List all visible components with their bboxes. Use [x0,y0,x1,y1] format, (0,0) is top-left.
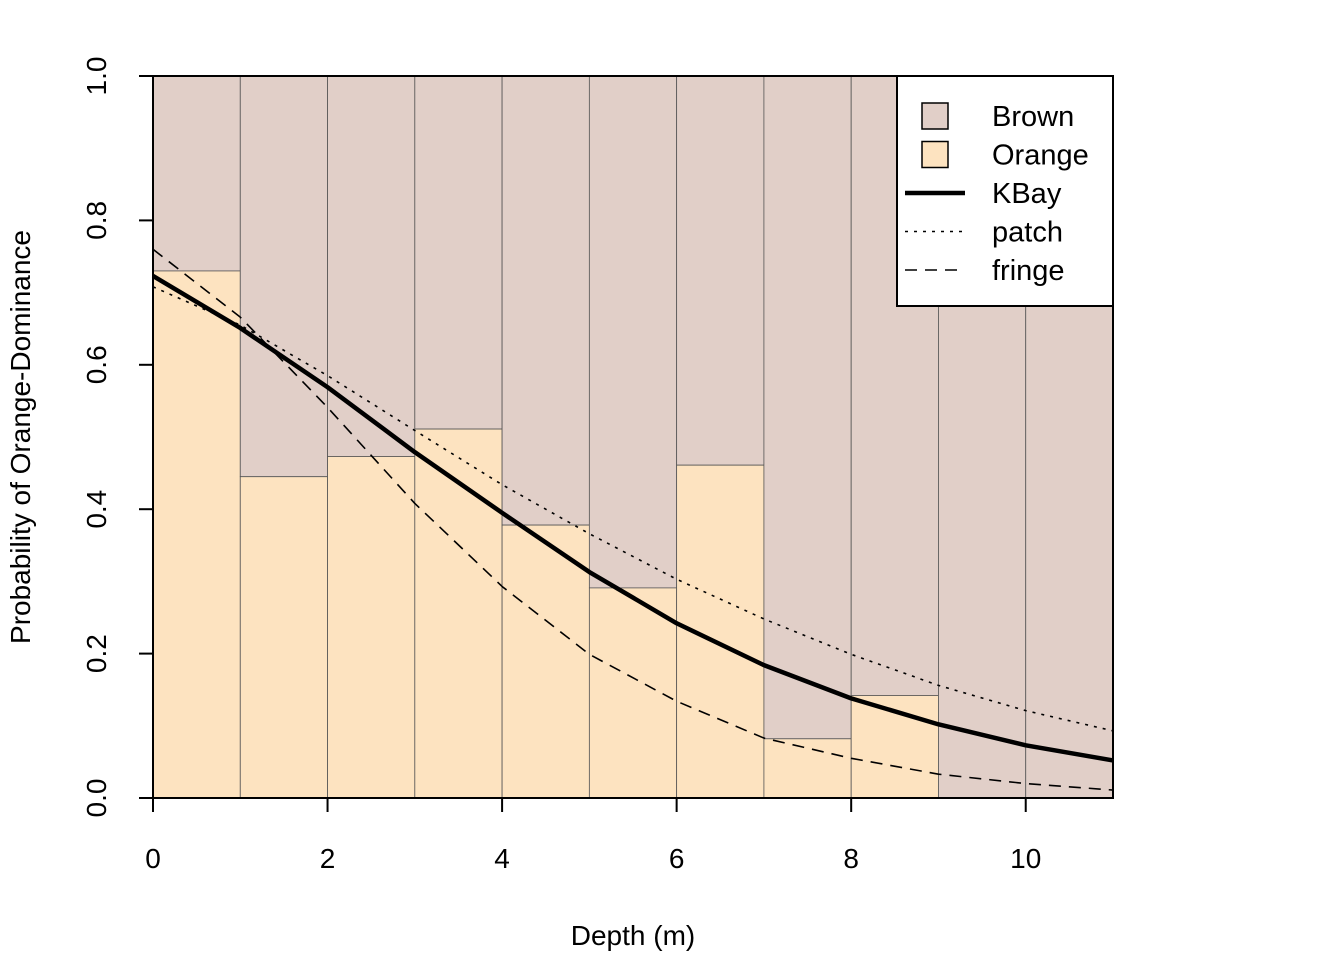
bar-orange-5 [588,587,678,799]
bar-brown-1 [239,75,328,478]
bar-brown-7 [763,75,852,740]
x-tick-label-4: 8 [843,843,859,874]
x-tick-label-0: 0 [145,843,161,874]
y-axis-label: Probability of Orange-Dominance [5,230,36,644]
curve-patch [152,286,1114,732]
y-tick-label-4: 0.8 [81,201,112,240]
legend: Brown Orange KBay patch fringe [896,75,1114,307]
x-tick-label-5: 10 [1010,843,1041,874]
legend-label-orange: Orange [992,140,1089,172]
curve-kbay [151,274,1114,763]
bar-orange-0 [152,270,241,799]
bar-orange-3 [414,428,503,799]
bar-orange-4 [501,524,590,799]
bar-brown-0 [152,75,241,272]
y-tick-label-1: 0.2 [81,634,112,673]
bar-orange-1 [239,476,328,799]
x-tick-label-1: 2 [320,843,336,874]
bar-brown-3 [414,75,503,430]
bar-brown-4 [501,75,590,526]
x-axis-label: Depth (m) [571,920,695,951]
x-tick-label-2: 4 [494,843,510,874]
legend-label-brown: Brown [992,101,1074,133]
y-tick-label-3: 0.6 [81,345,112,384]
legend-swatch-brown [921,102,949,130]
legend-label-fringe: fringe [992,255,1065,287]
y-axis: 0.0 0.2 0.4 0.6 0.8 1.0 [81,57,153,818]
curves-layer [151,248,1114,791]
x-axis: 0 2 4 6 8 10 [145,798,1041,874]
y-tick-label-2: 0.4 [81,490,112,529]
bar-brown-2 [327,75,416,457]
bar-brown-6 [676,75,765,466]
y-tick-label-5: 1.0 [81,57,112,96]
bar-brown-5 [588,75,678,589]
legend-swatch-orange [921,140,949,169]
curve-fringe [152,248,1114,791]
bar-orange-2 [327,456,416,799]
legend-label-kbay: KBay [992,178,1062,210]
x-tick-label-3: 6 [669,843,685,874]
legend-label-patch: patch [992,217,1063,249]
y-tick-label-0: 0.0 [81,779,112,818]
plot-frame [152,75,1114,799]
bar-orange-7 [763,738,852,799]
